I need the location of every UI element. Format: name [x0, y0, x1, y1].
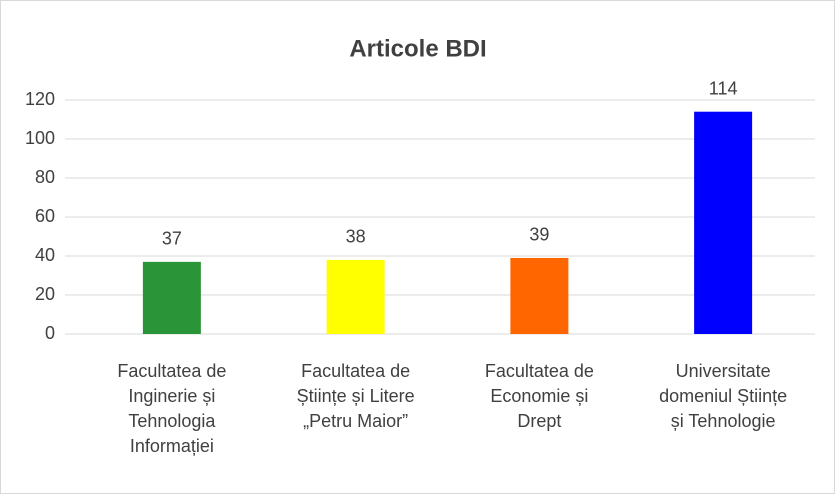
- y-tick-label: 100: [25, 128, 55, 148]
- bar: [142, 261, 201, 334]
- chart-title: Articole BDI: [349, 35, 486, 62]
- bar: [326, 259, 385, 334]
- y-tick-label: 20: [35, 284, 55, 304]
- bar: [510, 257, 569, 334]
- value-label: 114: [709, 78, 738, 98]
- y-tick-label: 0: [45, 323, 55, 343]
- y-tick-label: 80: [35, 167, 55, 187]
- x-tick-label: Universitate domeniul Științe și Tehnologi…: [659, 361, 787, 431]
- y-tick-label: 120: [25, 89, 55, 109]
- value-label: 39: [529, 225, 549, 245]
- x-tick-label: Facultatea de Economie și Drept: [485, 361, 594, 431]
- value-label: 37: [162, 229, 182, 249]
- y-tick-label: 60: [35, 206, 55, 226]
- x-tick-label: Facultatea de Științe și Litere „Petru Mai…: [297, 361, 415, 431]
- bar: [694, 111, 753, 334]
- x-tick-label: Facultatea de Inginerie și Tehnologia Infor…: [117, 361, 226, 456]
- y-tick-label: 40: [35, 245, 55, 265]
- value-label: 38: [346, 227, 366, 247]
